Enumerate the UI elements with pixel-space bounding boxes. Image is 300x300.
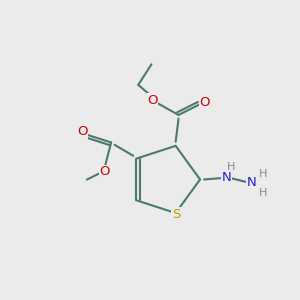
Text: O: O	[147, 94, 157, 107]
Text: O: O	[77, 125, 88, 138]
Text: H: H	[259, 169, 267, 179]
Text: N: N	[247, 176, 256, 189]
Text: O: O	[199, 96, 210, 109]
Text: H: H	[259, 188, 267, 198]
Text: N: N	[222, 172, 231, 184]
Text: H: H	[227, 162, 235, 172]
Text: O: O	[99, 165, 110, 178]
Text: S: S	[172, 208, 180, 221]
